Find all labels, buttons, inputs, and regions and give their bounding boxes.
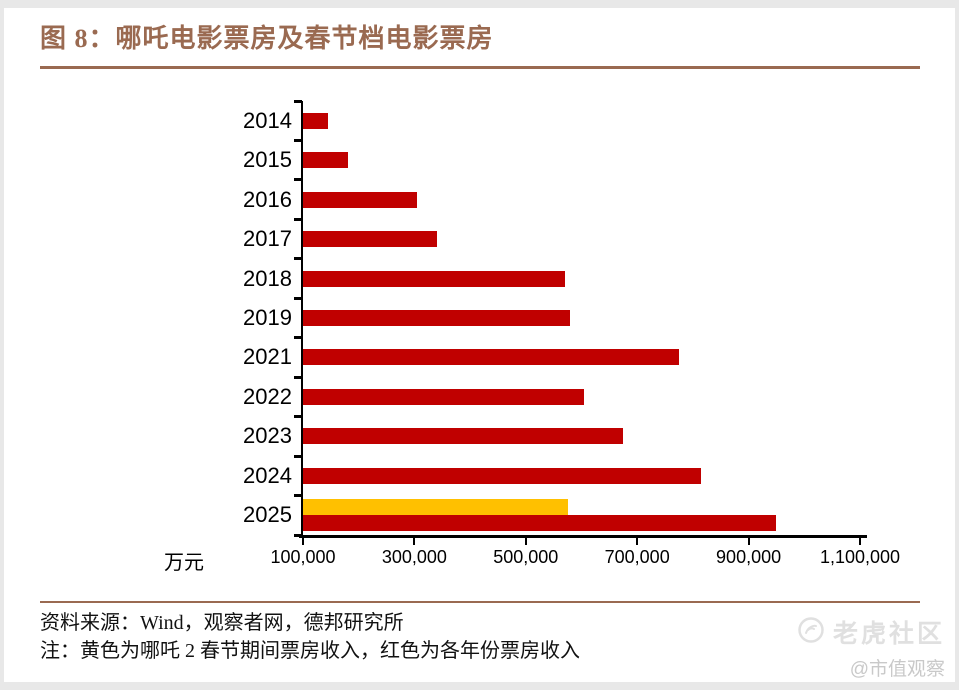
- bar-red-2022: [303, 388, 584, 405]
- y-axis-tick: [294, 217, 302, 221]
- year-label-2014: 2014: [243, 107, 292, 133]
- x-axis-tick-label: 900,000: [716, 547, 782, 567]
- report-figure-card: [4, 8, 955, 682]
- x-axis-tick-label: 100,000: [270, 547, 336, 567]
- x-axis-tick: [413, 537, 416, 545]
- y-axis-tick: [294, 178, 302, 182]
- bar-red-2021: [303, 349, 679, 366]
- bar-red-2014: [303, 112, 328, 129]
- y-axis-tick: [294, 257, 302, 261]
- x-axis-tick: [636, 537, 639, 545]
- bar-red-2024: [303, 467, 701, 484]
- bar-red-2017: [303, 231, 437, 248]
- axis-unit-label: 万元: [164, 552, 204, 574]
- year-label-2015: 2015: [243, 147, 292, 173]
- title-divider: [40, 66, 920, 69]
- bar-red-2025: [303, 515, 776, 532]
- x-axis-tick-label: 1,100,000: [819, 547, 901, 567]
- figure-title: 图 8：哪吒电影票房及春节档电影票房: [40, 24, 494, 53]
- bar-red-2023: [303, 428, 623, 445]
- watermark-handle-label: @市值观察: [849, 659, 945, 680]
- x-axis-tick: [747, 537, 750, 545]
- x-axis-tick: [859, 537, 861, 545]
- y-axis-tick: [294, 454, 302, 458]
- year-label-2025: 2025: [243, 502, 292, 528]
- year-label-2023: 2023: [243, 423, 292, 449]
- bar-red-2016: [303, 191, 417, 208]
- year-label-2022: 2022: [243, 383, 292, 409]
- x-axis-line: [299, 535, 867, 538]
- bar-red-2018: [303, 270, 565, 287]
- bar-yellow-2025: [303, 499, 568, 516]
- year-label-2019: 2019: [243, 305, 292, 330]
- year-label-2018: 2018: [243, 265, 292, 291]
- y-axis-tick: [294, 336, 302, 340]
- x-axis-tick: [524, 537, 527, 545]
- y-axis-tick: [294, 375, 302, 379]
- y-axis-tick: [294, 494, 302, 498]
- year-label-2017: 2017: [243, 226, 292, 252]
- tiger-logo-icon: [797, 616, 825, 649]
- x-axis-tick-label: 700,000: [604, 547, 670, 567]
- x-axis-tick-label: 300,000: [381, 547, 447, 567]
- x-axis-tick-label: 500,000: [493, 547, 559, 567]
- y-axis-tick: [294, 296, 302, 300]
- year-label-2016: 2016: [243, 186, 292, 212]
- y-axis-tick: [294, 138, 302, 142]
- y-axis-tick: [294, 415, 302, 419]
- bar-red-2019: [303, 310, 570, 326]
- watermark: 老虎社区 @市值观察: [797, 614, 945, 681]
- source-line: 资料来源：Wind，观察者网，德邦研究所: [40, 612, 404, 634]
- year-label-2021: 2021: [243, 344, 292, 370]
- x-axis-tick: [302, 537, 304, 545]
- y-axis-tick: [294, 99, 302, 103]
- y-axis-line: [301, 101, 303, 537]
- watermark-community-label: 老虎社区: [832, 620, 945, 648]
- bar-red-2015: [303, 152, 348, 169]
- year-label-2024: 2024: [243, 462, 292, 488]
- y-axis-tick: [294, 533, 302, 537]
- note-line: 注：黄色为哪吒 2 春节期间票房收入，红色为各年份票房收入: [40, 640, 580, 662]
- footer-divider: [40, 601, 920, 603]
